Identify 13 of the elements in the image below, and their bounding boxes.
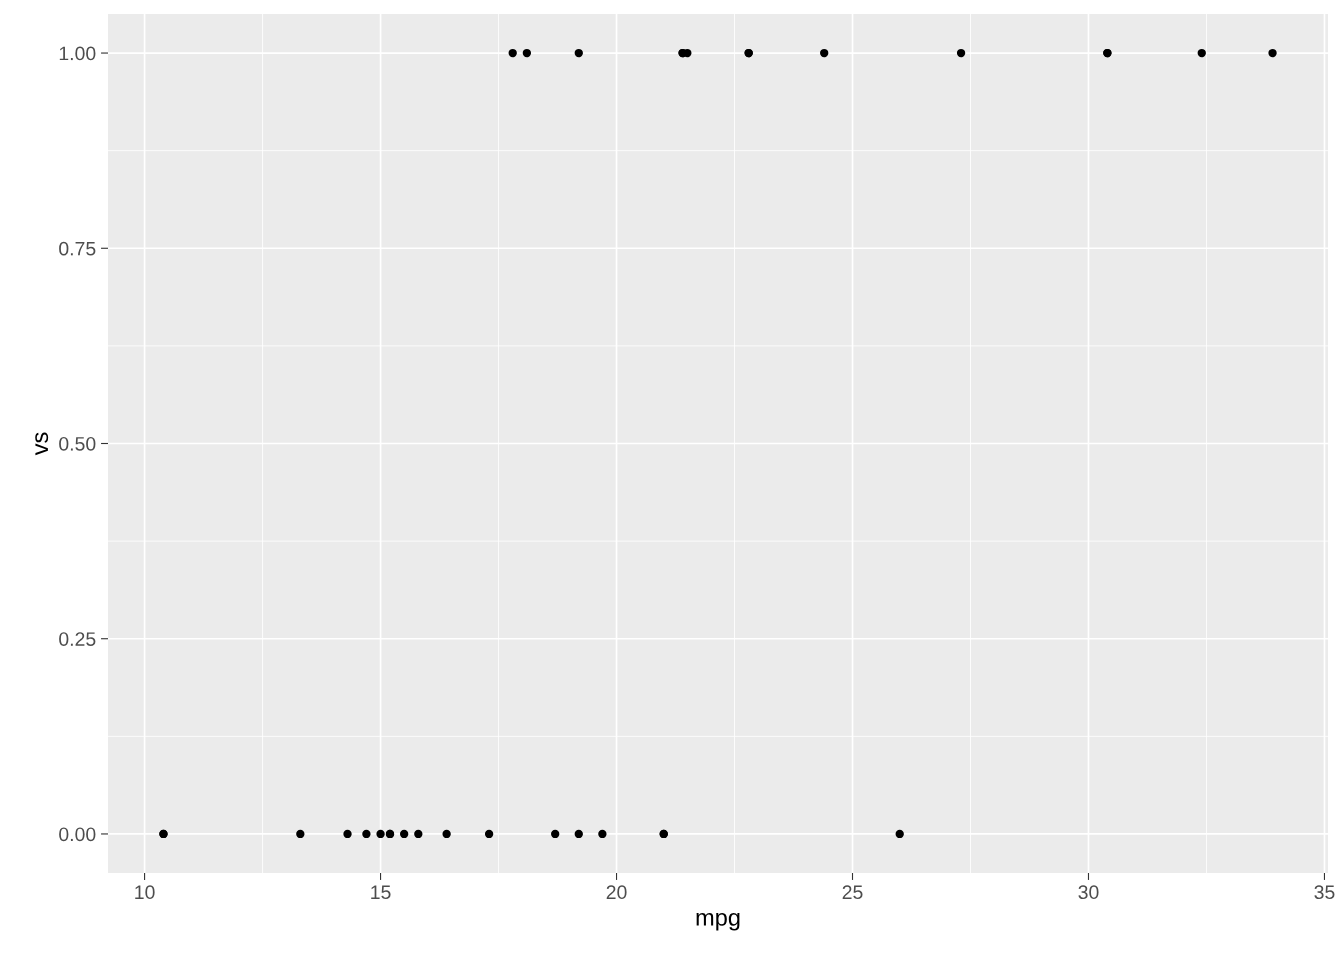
x-tick-label: 25 [842, 885, 863, 900]
y-axis-title: vs [35, 432, 49, 456]
x-tick-label: 30 [1078, 885, 1099, 900]
x-tick-label: 35 [1314, 885, 1335, 900]
y-tick-label: 0.50 [59, 436, 96, 451]
x-tick-label: 10 [135, 885, 155, 900]
y-tick-label: 0.25 [59, 632, 96, 646]
x-axis-title: mpg [696, 912, 740, 931]
x-tick-label: 20 [606, 885, 627, 900]
y-tick-label: 0.75 [59, 241, 96, 256]
y-tick-label: 1.00 [59, 46, 96, 61]
y-tick-label: 0.00 [59, 827, 96, 842]
x-tick-label: 15 [371, 885, 391, 900]
